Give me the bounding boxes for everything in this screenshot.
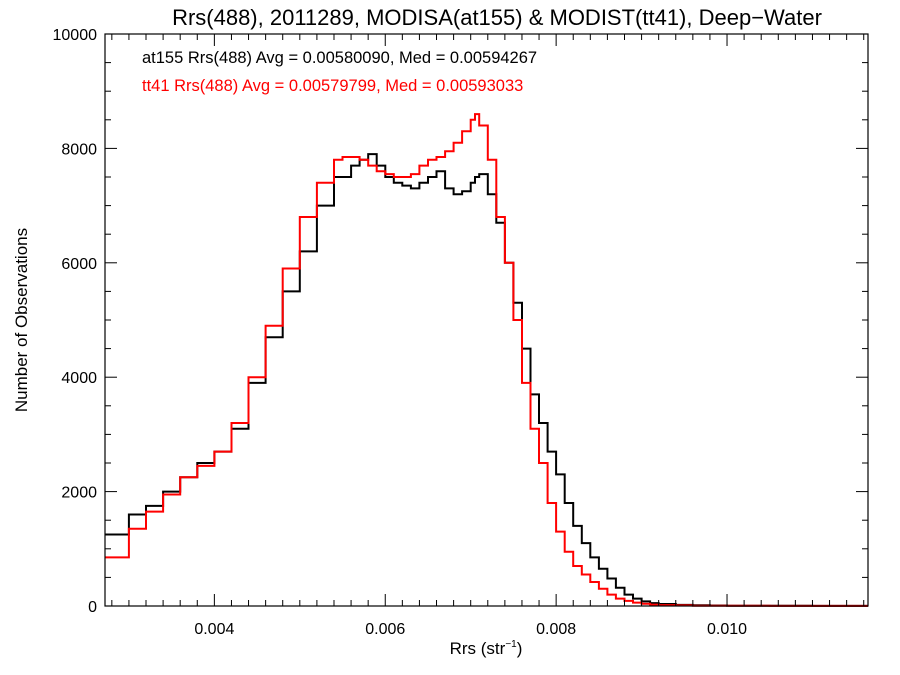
- y-tick-label: 0: [88, 599, 97, 616]
- stats-annotation-tt41: tt41 Rrs(488) Avg = 0.00579799, Med = 0.…: [142, 77, 523, 95]
- y-axis-label: Number of Observations: [12, 228, 31, 412]
- chart-title: Rrs(488), 2011289, MODISA(at155) & MODIS…: [172, 5, 822, 30]
- x-axis-label: Rrs (str−1): [450, 639, 523, 658]
- stats-annotation-at155: at155 Rrs(488) Avg = 0.00580090, Med = 0…: [142, 49, 537, 67]
- y-tick-label: 8000: [61, 141, 97, 158]
- x-tick-label: 0.008: [536, 621, 576, 638]
- y-axis-ticks: 0 2000 4000 6000 8000 10000: [53, 27, 868, 616]
- y-tick-label: 6000: [61, 256, 97, 273]
- x-tick-label: 0.006: [365, 621, 405, 638]
- plot-frame: [104, 33, 869, 607]
- y-tick-label: 10000: [53, 27, 98, 44]
- y-tick-label: 2000: [61, 485, 97, 502]
- plot-lines: [105, 113, 868, 607]
- x-tick-label: 0.010: [707, 621, 747, 638]
- x-tick-label: 0.004: [194, 621, 234, 638]
- x-axis-ticks: 0.004 0.006 0.008 0.010: [111, 34, 865, 638]
- y-tick-label: 4000: [61, 370, 97, 387]
- series-line-at155: [105, 153, 868, 607]
- series-line-tt41: [105, 113, 868, 607]
